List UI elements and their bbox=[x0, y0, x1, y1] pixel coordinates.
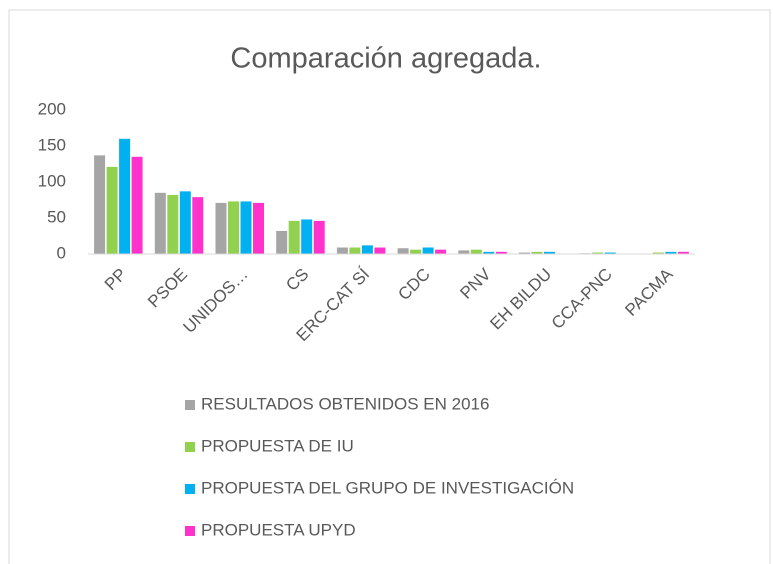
bar bbox=[192, 197, 204, 254]
bar bbox=[410, 249, 422, 254]
legend-swatch bbox=[185, 526, 195, 536]
bar bbox=[483, 251, 495, 254]
y-tick-label: 50 bbox=[47, 207, 66, 226]
bar bbox=[215, 202, 227, 254]
legend-swatch bbox=[185, 400, 195, 410]
legend-swatch bbox=[185, 442, 195, 452]
bar bbox=[677, 251, 689, 254]
legend-label: PROPUESTA DE IU bbox=[201, 436, 354, 455]
bar bbox=[253, 202, 264, 254]
chart-title: Comparación agregada. bbox=[230, 43, 541, 75]
legend-swatch bbox=[185, 484, 195, 494]
bar bbox=[167, 194, 179, 254]
bar bbox=[228, 201, 239, 254]
bar bbox=[495, 251, 507, 254]
legend-label: PROPUESTA DEL GRUPO DE INVESTIGACIÓN bbox=[201, 478, 574, 497]
bar bbox=[519, 252, 530, 254]
chart-border bbox=[8, 9, 771, 564]
bar bbox=[94, 155, 106, 254]
bar bbox=[397, 248, 409, 254]
y-tick-label: 0 bbox=[57, 243, 66, 262]
bar bbox=[361, 245, 373, 254]
bar bbox=[470, 249, 482, 254]
bar bbox=[301, 219, 313, 254]
legend-label: PROPUESTA UPYD bbox=[201, 520, 356, 539]
bar bbox=[154, 192, 166, 254]
bar bbox=[652, 252, 664, 254]
bar bbox=[179, 191, 191, 254]
bar bbox=[531, 251, 543, 254]
bar bbox=[336, 247, 348, 254]
bar bbox=[422, 247, 434, 254]
bar bbox=[665, 251, 677, 254]
bar bbox=[276, 230, 288, 254]
bar bbox=[106, 166, 118, 254]
bar bbox=[435, 249, 447, 254]
bar bbox=[458, 250, 470, 254]
bar bbox=[313, 220, 325, 254]
bar bbox=[240, 201, 252, 254]
legend-label: RESULTADOS OBTENIDOS EN 2016 bbox=[201, 394, 489, 413]
y-tick-label: 150 bbox=[38, 135, 66, 154]
bar bbox=[544, 251, 555, 254]
bar bbox=[349, 247, 361, 254]
bar bbox=[119, 138, 131, 254]
bar bbox=[604, 252, 616, 254]
bar bbox=[592, 252, 604, 254]
bar bbox=[374, 247, 386, 254]
y-tick-label: 200 bbox=[38, 99, 66, 118]
y-tick-label: 100 bbox=[38, 171, 66, 190]
bar bbox=[131, 156, 143, 254]
bar bbox=[288, 220, 300, 254]
